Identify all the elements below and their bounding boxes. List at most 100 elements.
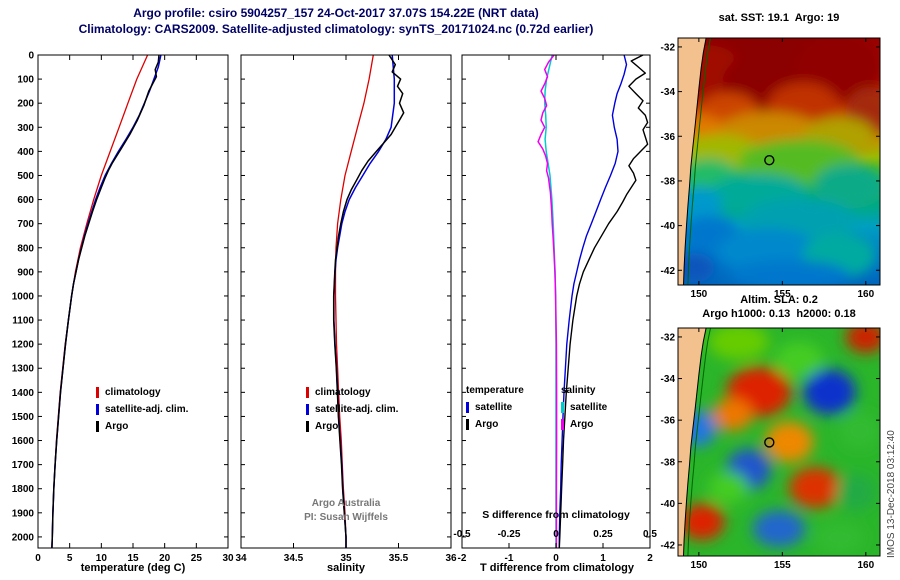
tick-label: 2000 [12, 532, 35, 543]
tick-label: 15 [127, 553, 139, 564]
tick-label: 1 [600, 553, 606, 564]
lat-tick-label: -34 [661, 87, 676, 98]
sst-map-field [678, 38, 880, 285]
tick-label: 500 [17, 171, 34, 182]
legend-label: satellite-adj. clim. [105, 404, 189, 415]
sla-map-coastal-contour [687, 328, 711, 556]
tick-label: 100 [17, 75, 34, 86]
legend-item: satellite-adj. clim. [96, 401, 188, 418]
s-tick-label: 0 [553, 529, 559, 540]
argo-position-marker [764, 154, 775, 166]
temperature-profile-argo-line [51, 54, 160, 549]
legend-item: climatology [96, 384, 188, 401]
sla-map-frame [677, 327, 881, 557]
salinity-profile-frame [240, 54, 452, 549]
lon-tick-label: 155 [774, 289, 791, 300]
legend-item: satellite [561, 399, 607, 416]
legend-label: satellite [570, 402, 608, 413]
tick-label: 200 [17, 99, 34, 110]
legend-group-title: temperature [466, 385, 524, 396]
tick-label: -1 [505, 553, 514, 564]
sst-map-coastal-contour [687, 38, 711, 285]
sst-map-land [678, 38, 707, 285]
lat-tick-label: -38 [661, 176, 676, 187]
lon-tick-label: 150 [691, 289, 708, 300]
t-difference-legend: temperature satellite Argo [466, 382, 524, 433]
tick-label: 10 [96, 553, 108, 564]
attribution-note: Argo Australia PI: Susan Wijffels [241, 497, 451, 525]
s-tick-label: -0.5 [453, 529, 471, 540]
difference-profile-t-argo-line [558, 54, 649, 549]
lon-tick-label: 150 [691, 560, 708, 571]
satellite-line-swatch [466, 402, 469, 413]
tick-label: -2 [458, 553, 467, 564]
lon-tick-label: 160 [857, 289, 874, 300]
temperature-profile-satellite-adj-clim-line [51, 54, 162, 549]
legend-label: Argo [105, 421, 129, 432]
legend-label: climatology [105, 387, 161, 398]
tick-label: 35 [340, 553, 352, 564]
tick-label: 1100 [12, 316, 34, 327]
lon-tick-label: 160 [857, 560, 874, 571]
difference-profile-t-satellite-line [558, 54, 628, 548]
tick-label: 1800 [12, 484, 35, 495]
tick-label: 1400 [12, 388, 35, 399]
s-tick-label: 0.5 [643, 529, 657, 540]
lat-tick-label: -36 [661, 132, 676, 143]
argo-position-marker [764, 437, 775, 448]
tick-label: 2 [647, 553, 653, 564]
temperature-axis-label: temperature (deg C) [80, 562, 186, 574]
legend-item: Argo [466, 416, 524, 433]
t-difference-axis-label: T difference from climatology [479, 562, 635, 574]
difference-profile-s-satellite-line [543, 54, 557, 548]
tick-label: 34 [235, 553, 247, 564]
satellite-line-swatch [561, 402, 564, 413]
lat-tick-label: -40 [661, 499, 676, 510]
legend-label: Argo [475, 419, 499, 430]
climatology-line-swatch [306, 387, 309, 398]
sla-map-field [678, 328, 880, 556]
tick-label: 400 [17, 147, 34, 158]
lat-tick-label: -38 [661, 457, 676, 468]
salinity-legend: climatology satellite-adj. clim. Argo [306, 384, 398, 435]
s-difference-legend: salinity satellite Argo [561, 382, 607, 433]
difference-profile-s-argo-line [537, 54, 558, 548]
legend-label: climatology [315, 387, 371, 398]
legend-label: Argo [570, 419, 594, 430]
tick-label: 300 [17, 123, 34, 134]
argo-line-swatch [96, 421, 99, 432]
legend-item: satellite-adj. clim. [306, 401, 398, 418]
sst-map-coastline [683, 38, 707, 285]
legend-item: Argo [561, 416, 607, 433]
tick-label: 1500 [12, 412, 35, 423]
legend-item: climatology [306, 384, 398, 401]
satellite-adj-clim-line-swatch [306, 404, 309, 415]
legend-item: Argo [306, 418, 398, 435]
tick-label: 20 [159, 553, 171, 564]
lat-tick-label: -42 [661, 540, 676, 551]
satellite-adj-clim-line-swatch [96, 404, 99, 415]
tick-label: 600 [17, 195, 34, 206]
salinity-axis-label: salinity [327, 562, 365, 574]
salinity-profile-climatology-line [334, 54, 374, 548]
legend-label: satellite-adj. clim. [315, 404, 399, 415]
temperature-legend: climatology satellite-adj. clim. Argo [96, 384, 188, 435]
tick-label: 800 [17, 243, 34, 254]
tick-label: 1000 [12, 291, 35, 302]
tick-label: 36 [445, 553, 457, 564]
argo-line-swatch [466, 419, 469, 430]
lat-tick-label: -34 [661, 374, 676, 385]
sla-map-title-line2: Argo h1000: 0.13 h2000: 0.18 [702, 308, 856, 320]
tick-label: 1300 [12, 364, 35, 375]
sst-map-frame [677, 37, 881, 286]
tick-label: 25 [191, 553, 203, 564]
tick-label: 35.5 [389, 553, 409, 564]
lat-tick-label: -42 [661, 266, 676, 277]
lat-tick-label: -32 [661, 332, 676, 343]
sla-map-coastline [683, 328, 707, 556]
lat-tick-label: -36 [661, 416, 676, 427]
legend-item: satellite [466, 399, 524, 416]
lon-tick-label: 155 [774, 560, 791, 571]
